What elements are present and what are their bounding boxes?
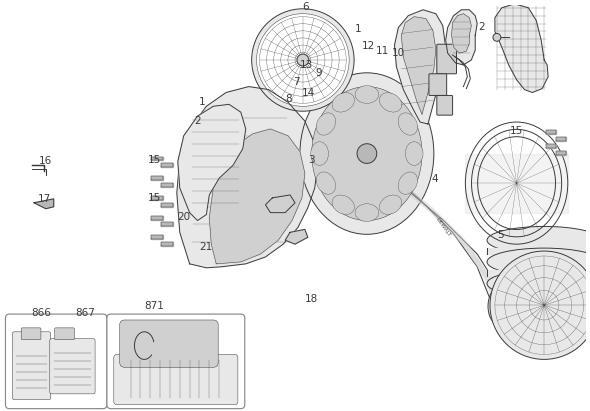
Polygon shape: [487, 248, 590, 254]
Ellipse shape: [379, 195, 402, 215]
FancyBboxPatch shape: [429, 74, 447, 95]
Ellipse shape: [487, 248, 590, 276]
Text: 9: 9: [315, 68, 322, 78]
Text: 8: 8: [285, 95, 291, 104]
Polygon shape: [451, 14, 471, 53]
Text: 11: 11: [376, 46, 389, 56]
Polygon shape: [34, 199, 54, 209]
Polygon shape: [151, 235, 163, 239]
Polygon shape: [285, 229, 308, 244]
Polygon shape: [487, 270, 590, 276]
Ellipse shape: [355, 85, 379, 103]
Ellipse shape: [490, 251, 590, 359]
Polygon shape: [495, 4, 548, 92]
Polygon shape: [546, 130, 556, 134]
Text: 866: 866: [31, 308, 51, 318]
Text: 5: 5: [497, 230, 504, 240]
Circle shape: [252, 9, 354, 111]
Ellipse shape: [312, 87, 422, 221]
Ellipse shape: [355, 204, 379, 222]
Ellipse shape: [405, 142, 423, 165]
FancyBboxPatch shape: [55, 328, 74, 339]
Polygon shape: [445, 10, 477, 65]
Text: 871: 871: [144, 301, 164, 311]
Polygon shape: [395, 10, 445, 124]
Ellipse shape: [398, 172, 418, 194]
Text: 4: 4: [431, 174, 438, 184]
Polygon shape: [178, 104, 246, 221]
FancyBboxPatch shape: [50, 339, 95, 394]
FancyBboxPatch shape: [21, 328, 41, 339]
Text: 15: 15: [510, 126, 523, 136]
FancyBboxPatch shape: [12, 332, 51, 400]
FancyBboxPatch shape: [437, 95, 453, 115]
Text: 14: 14: [302, 88, 316, 99]
Polygon shape: [161, 222, 173, 226]
Polygon shape: [151, 157, 163, 160]
FancyBboxPatch shape: [114, 354, 238, 405]
FancyBboxPatch shape: [5, 314, 107, 409]
Circle shape: [493, 33, 501, 41]
Text: 10: 10: [392, 48, 405, 58]
Text: 867: 867: [76, 308, 95, 318]
Polygon shape: [401, 17, 436, 114]
Text: DEWALT: DEWALT: [434, 217, 451, 238]
Text: 2: 2: [194, 116, 201, 126]
Ellipse shape: [332, 93, 355, 112]
Ellipse shape: [487, 226, 590, 254]
Polygon shape: [266, 195, 295, 212]
Ellipse shape: [332, 195, 355, 215]
Text: 15: 15: [148, 155, 161, 166]
Text: 3: 3: [309, 155, 315, 166]
Ellipse shape: [316, 113, 336, 135]
Polygon shape: [466, 154, 568, 212]
Polygon shape: [546, 144, 556, 148]
Text: 7: 7: [293, 77, 299, 87]
Text: 1: 1: [355, 25, 361, 35]
Ellipse shape: [316, 172, 336, 194]
Circle shape: [257, 14, 349, 106]
Polygon shape: [151, 216, 163, 219]
Ellipse shape: [488, 289, 508, 324]
Text: 2: 2: [478, 21, 484, 32]
Polygon shape: [161, 242, 173, 246]
Circle shape: [357, 144, 377, 164]
Text: 18: 18: [305, 294, 319, 304]
Circle shape: [297, 54, 309, 66]
Polygon shape: [322, 126, 507, 316]
Text: 17: 17: [38, 194, 51, 204]
Text: 1: 1: [199, 97, 206, 107]
Text: 6: 6: [303, 2, 309, 12]
Ellipse shape: [311, 142, 329, 165]
Text: 20: 20: [177, 212, 191, 222]
FancyBboxPatch shape: [437, 44, 457, 74]
Polygon shape: [151, 196, 163, 200]
Ellipse shape: [398, 113, 418, 135]
FancyBboxPatch shape: [120, 320, 218, 367]
Text: 16: 16: [39, 157, 53, 166]
Polygon shape: [177, 87, 317, 268]
Polygon shape: [556, 150, 566, 155]
Ellipse shape: [379, 93, 402, 112]
Polygon shape: [161, 164, 173, 167]
Text: 13: 13: [300, 60, 313, 70]
Text: 21: 21: [200, 242, 213, 252]
Polygon shape: [556, 137, 566, 141]
Text: 12: 12: [362, 41, 375, 51]
Polygon shape: [161, 183, 173, 187]
Ellipse shape: [487, 270, 590, 297]
Polygon shape: [161, 203, 173, 207]
Ellipse shape: [300, 73, 434, 234]
Polygon shape: [209, 129, 305, 264]
Polygon shape: [151, 176, 163, 180]
Text: 15: 15: [148, 193, 161, 203]
FancyBboxPatch shape: [107, 314, 245, 409]
